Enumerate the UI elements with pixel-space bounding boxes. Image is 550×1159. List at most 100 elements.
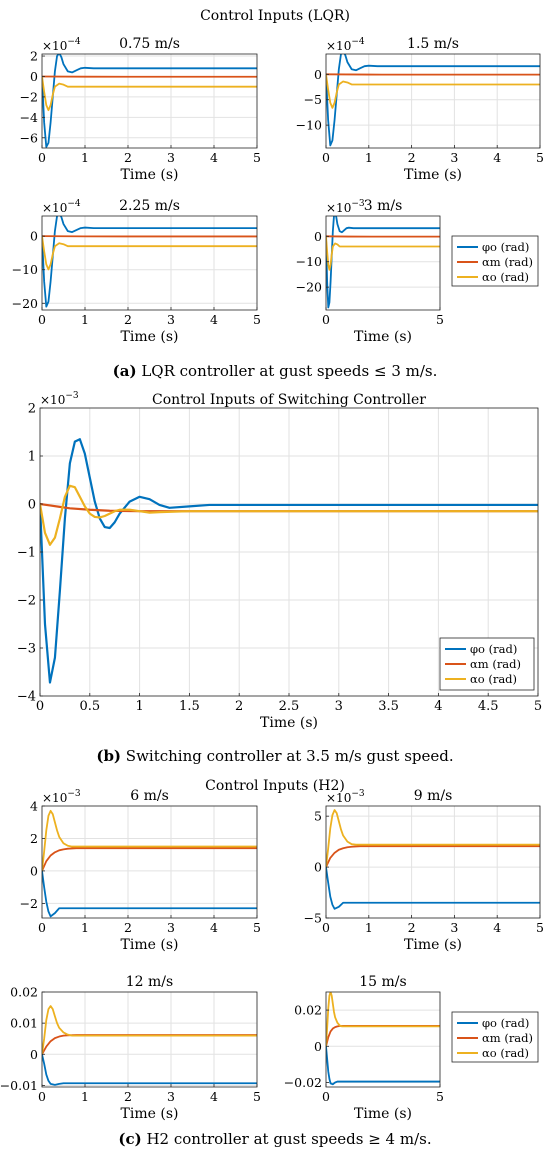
y-tick-label: 0: [314, 1039, 322, 1054]
caption-a: (a) LQR controller at gust speeds ≤ 3 m/…: [113, 362, 438, 380]
y-tick-label: 2: [30, 49, 38, 64]
plot-2: 0 1 2 3 4 5 −10 −5 0 Time (s) ×10−4 1.5 m/s: [296, 36, 544, 183]
y-tick-label: 0: [314, 67, 322, 82]
axes-box: [41, 805, 258, 919]
caption-b-text: Switching controller at 3.5 m/s gust spe…: [121, 747, 454, 765]
series-line-3: [42, 76, 257, 112]
series-group: [42, 1005, 257, 1086]
axes-box: [41, 53, 258, 149]
x-tick-label: 2: [408, 150, 416, 165]
y-tick-label: −3: [17, 642, 36, 657]
y-tick-label: −0.01: [0, 1078, 38, 1093]
plot-title: 12 m/s: [126, 974, 173, 990]
plot-background: [326, 54, 540, 148]
x-tick-label: 3: [335, 699, 343, 714]
plot-title: 15 m/s: [359, 974, 406, 990]
x-tick-label: 3: [167, 920, 175, 935]
plot-title: Control Inputs of Switching Controller: [152, 392, 426, 408]
series-line-1: [40, 438, 538, 684]
y-tick-label: −5: [304, 911, 322, 926]
plot-title: 9 m/s: [414, 788, 453, 804]
y-tick-label: −1: [17, 546, 36, 561]
x-tick-label: 1: [135, 699, 143, 714]
series-group: [42, 54, 257, 148]
x-tick-label: 1: [81, 920, 89, 935]
y-tick-label: −2: [20, 89, 38, 104]
axes-box: [41, 991, 258, 1088]
plot-background: [42, 216, 257, 310]
caption-c: (c) H2 controller at gust speeds ≥ 4 m/s…: [118, 1130, 431, 1148]
y-tick-label: −20: [296, 280, 322, 295]
x-tick-label: 1.5: [179, 699, 200, 714]
x-tick-label: 4: [493, 150, 501, 165]
x-tick-label: 0: [322, 1089, 330, 1104]
caption-a-label: (a): [113, 362, 137, 380]
y-tick-label: −10: [296, 254, 322, 269]
x-tick-label: 5: [536, 920, 544, 935]
y-axis-exponent: ×10−3: [40, 391, 79, 407]
plot-title: 0.75 m/s: [119, 36, 180, 52]
exponent-base: ×10: [326, 39, 351, 53]
series-group: [42, 216, 257, 308]
exponent-power: −3: [351, 199, 365, 209]
x-axis-label: Time (s): [404, 167, 462, 183]
caption-b: (b) Switching controller at 3.5 m/s gust…: [96, 747, 453, 765]
legend: φo (rad)αm (rad)αo (rad): [439, 637, 535, 691]
x-tick-label: 5: [436, 1089, 444, 1104]
series-line-3: [42, 809, 257, 872]
caption-a-text: LQR controller at gust speeds ≤ 3 m/s.: [137, 362, 438, 380]
exponent-power: −4: [67, 199, 81, 209]
plot-background: [326, 806, 540, 918]
legend-label-1: φo (rad): [482, 240, 529, 254]
x-tick-label: 3.5: [378, 699, 399, 714]
plot-3: 0 1 2 3 4 5 −20 −10 0 Time (s) ×10−4 2.25 m/s: [12, 198, 261, 345]
x-tick-label: 2: [124, 1089, 132, 1104]
super-title-lqr: Control Inputs (LQR): [200, 8, 350, 24]
x-tick-label: 4: [210, 150, 218, 165]
series-line-1: [42, 870, 257, 918]
legend-label-1: φo (rad): [482, 1016, 529, 1030]
y-tick-label: 0: [30, 229, 38, 244]
y-axis-exponent: ×10−4: [42, 199, 81, 215]
y-tick-label: 0: [314, 860, 322, 875]
plot-title: 3 m/s: [364, 198, 403, 214]
y-tick-label: −2: [20, 896, 38, 911]
caption-b-label: (b): [96, 747, 121, 765]
plot-title: 1.5 m/s: [407, 36, 459, 52]
axes-box: [325, 215, 441, 311]
y-tick-label: −20: [12, 296, 38, 311]
x-tick-label: 2: [235, 699, 243, 714]
y-tick-label: 5: [314, 809, 322, 824]
y-tick-label: 0: [28, 498, 36, 513]
series-line-3: [326, 809, 540, 868]
y-axis-exponent: ×10−4: [42, 37, 81, 53]
x-tick-label: 3: [167, 312, 175, 327]
series-line-3: [42, 236, 257, 271]
x-tick-label: 5: [253, 312, 261, 327]
plot-background: [326, 216, 440, 310]
y-tick-label: −4: [17, 690, 36, 705]
series-group: [326, 809, 540, 910]
y-tick-label: −0.02: [284, 1075, 322, 1090]
plot-background: [42, 806, 257, 918]
axes-box: [325, 991, 441, 1088]
x-tick-label: 5: [253, 1089, 261, 1104]
series-line-2: [326, 845, 540, 868]
x-tick-label: 4.5: [478, 699, 499, 714]
exponent-power: −3: [67, 789, 81, 799]
x-tick-label: 3: [450, 150, 458, 165]
y-tick-label: 1: [28, 450, 36, 465]
x-tick-label: 0: [322, 312, 330, 327]
series-line-3: [326, 74, 540, 109]
y-tick-label: 0.02: [10, 985, 38, 1000]
exponent-power: −4: [351, 37, 365, 47]
exponent-power: −3: [65, 391, 79, 401]
x-tick-label: 4: [210, 312, 218, 327]
x-tick-label: 3: [167, 1089, 175, 1104]
y-tick-label: −5: [304, 92, 322, 107]
x-tick-label: 3: [450, 920, 458, 935]
